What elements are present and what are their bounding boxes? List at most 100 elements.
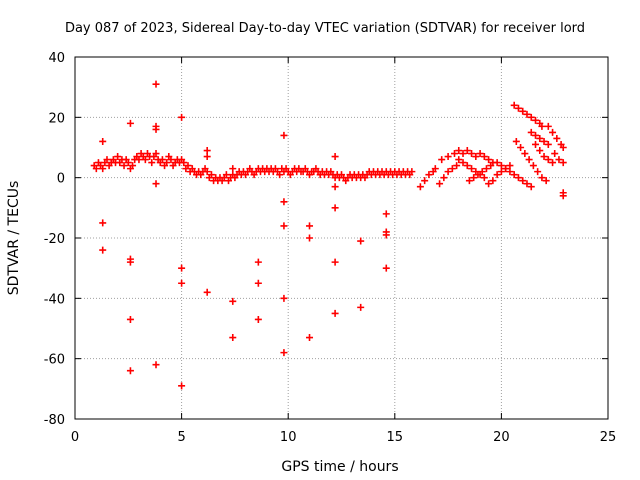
data-point-marker: [408, 168, 416, 176]
data-point-marker: [431, 165, 439, 173]
data-point-marker: [459, 150, 467, 158]
data-point-marker: [203, 147, 211, 155]
data-point-marker: [523, 110, 531, 118]
data-point-marker: [99, 219, 107, 227]
data-point-marker: [126, 119, 134, 127]
data-point-marker: [506, 168, 514, 176]
data-point-marker: [229, 334, 237, 342]
data-point-marker: [280, 222, 288, 230]
data-point-marker: [124, 159, 132, 167]
data-point-marker: [152, 180, 160, 188]
data-point-marker: [229, 297, 237, 305]
x-tick-label: 0: [71, 430, 79, 445]
data-point-marker: [126, 315, 134, 323]
data-point-marker: [455, 156, 463, 164]
data-point-marker: [506, 162, 514, 170]
data-point-marker: [478, 168, 486, 176]
x-tick-label: 5: [177, 430, 185, 445]
data-point-marker: [280, 294, 288, 302]
data-point-marker: [152, 150, 160, 158]
data-point-marker: [306, 222, 314, 230]
data-point-marker: [555, 156, 563, 164]
data-point-marker: [99, 246, 107, 254]
data-point-marker: [254, 315, 262, 323]
data-point-marker: [141, 156, 149, 164]
data-point-marker: [180, 159, 188, 167]
data-point-marker: [472, 153, 480, 161]
data-point-marker: [163, 159, 171, 167]
data-point-marker: [357, 237, 365, 245]
data-point-marker: [553, 134, 561, 142]
data-marks: [90, 80, 567, 390]
data-point-marker: [536, 134, 544, 142]
data-point-marker: [521, 150, 529, 158]
data-point-marker: [465, 177, 473, 185]
data-point-marker: [455, 147, 463, 155]
data-point-marker: [280, 131, 288, 139]
data-point-marker: [152, 361, 160, 369]
y-axis-label: SDTVAR / TECUs: [6, 181, 22, 296]
data-point-marker: [184, 162, 192, 170]
data-point-marker: [167, 156, 175, 164]
data-point-marker: [549, 128, 557, 136]
data-point-marker: [493, 159, 501, 167]
data-point-marker: [178, 279, 186, 287]
y-tick-label: 20: [48, 111, 65, 126]
data-point-marker: [126, 367, 134, 375]
data-point-marker: [502, 165, 510, 173]
data-point-marker: [254, 279, 262, 287]
data-point-marker: [525, 156, 533, 164]
data-point-marker: [468, 165, 476, 173]
data-point-marker: [178, 113, 186, 121]
data-point-marker: [480, 174, 488, 182]
data-point-marker: [559, 144, 567, 151]
data-point-marker: [158, 156, 166, 164]
data-point-marker: [207, 171, 215, 179]
data-point-marker: [114, 153, 122, 161]
y-tick-label: -40: [44, 292, 65, 307]
data-point-marker: [536, 147, 544, 155]
data-point-marker: [444, 168, 452, 176]
data-point-marker: [92, 165, 100, 173]
data-point-marker: [103, 156, 111, 164]
data-point-marker: [148, 159, 156, 167]
data-point-marker: [436, 180, 444, 188]
data-point-marker: [203, 168, 211, 176]
data-point-marker: [254, 258, 262, 266]
data-point-marker: [331, 183, 339, 191]
data-point-marker: [514, 174, 522, 182]
data-point-marker: [542, 177, 550, 185]
data-point-marker: [489, 177, 497, 185]
data-point-marker: [444, 153, 452, 161]
data-point-marker: [463, 147, 471, 155]
data-point-marker: [468, 150, 476, 158]
data-point-marker: [549, 159, 557, 167]
data-point-marker: [538, 174, 546, 182]
data-point-marker: [331, 153, 339, 161]
data-point-marker: [482, 165, 490, 173]
data-point-marker: [523, 180, 531, 188]
data-point-marker: [416, 183, 424, 191]
data-point-marker: [280, 198, 288, 206]
data-point-marker: [178, 382, 186, 390]
data-point-marker: [480, 153, 488, 161]
data-point-marker: [529, 162, 537, 170]
data-point-marker: [152, 80, 160, 88]
data-point-marker: [382, 264, 390, 272]
data-point-marker: [493, 171, 501, 179]
data-point-marker: [527, 128, 535, 136]
data-point-marker: [497, 168, 505, 176]
data-point-marker: [559, 159, 567, 167]
data-point-marker: [331, 258, 339, 266]
x-tick-label: 10: [280, 430, 297, 445]
y-tick-label: -80: [44, 413, 65, 428]
data-point-marker: [152, 125, 160, 133]
data-point-marker: [453, 162, 461, 170]
data-point-marker: [559, 192, 567, 200]
data-point-marker: [178, 264, 186, 272]
data-point-marker: [544, 122, 552, 130]
tick-labels: 0 5 10 15 20 25 -80 -60 -40 -20 0 20 40: [44, 51, 617, 445]
chart-title: Day 087 of 2023, Sidereal Day-to-day VTE…: [65, 21, 585, 36]
